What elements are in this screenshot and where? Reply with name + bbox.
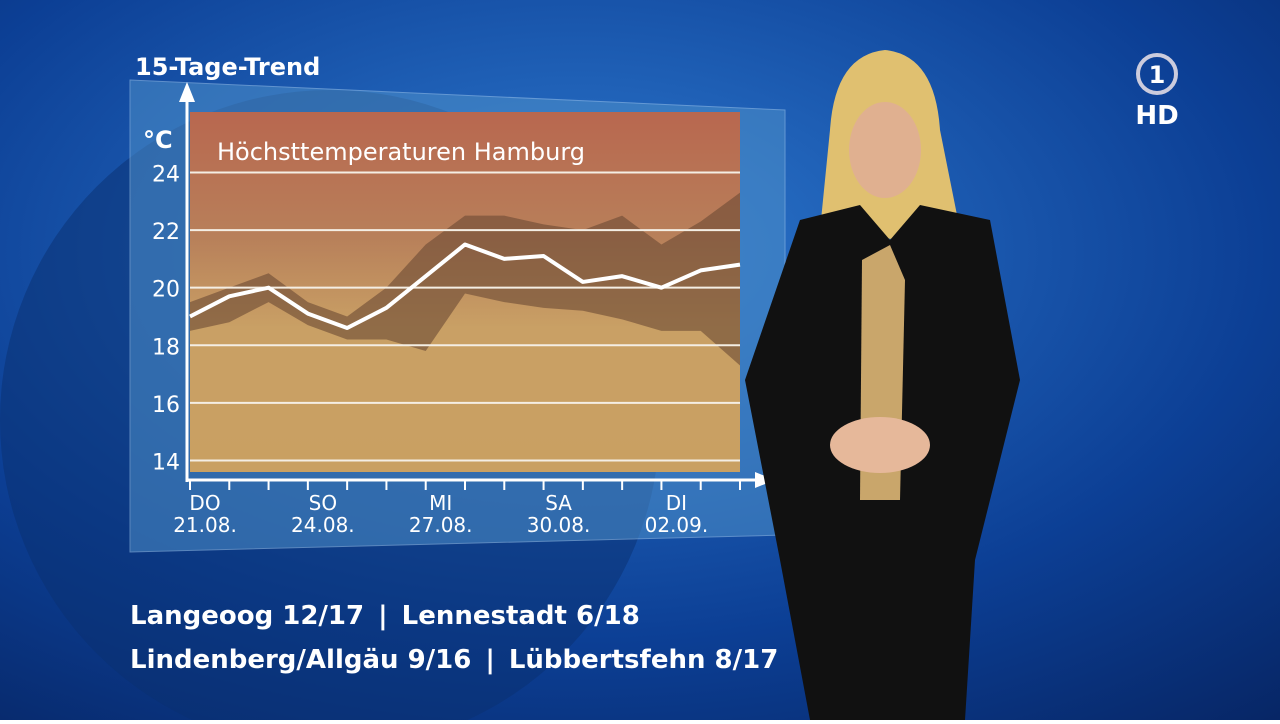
y-tick-label: 18: [152, 335, 180, 360]
logo-text: HD: [1135, 101, 1178, 131]
ticker-line: Langeoog 12/17 | Lennestadt 6/18: [130, 601, 640, 631]
y-tick-label: 20: [152, 278, 180, 303]
x-tick-label: DO: [189, 491, 220, 515]
y-tick-label: 14: [152, 450, 180, 475]
x-tick-label: SA: [545, 491, 572, 515]
x-tick-label: MI: [429, 491, 452, 515]
x-tick-date: 24.08.: [291, 513, 355, 537]
ticker-entry: Lindenberg/Allgäu 9/16: [130, 645, 471, 675]
y-unit: °C: [143, 126, 173, 154]
ticker: Langeoog 12/17 | Lennestadt 6/18 Lindenberg…: [130, 601, 778, 675]
x-tick-date: 30.08.: [527, 513, 591, 537]
presenter: [745, 50, 1020, 720]
ticker-entry: Langeoog 12/17: [130, 601, 364, 631]
chart-title: Höchsttemperaturen Hamburg: [217, 138, 585, 166]
hands: [830, 417, 930, 473]
ticker-entry: Lennestadt 6/18: [402, 601, 640, 631]
temperature-line: [189, 242, 741, 330]
ticker-separator: |: [485, 645, 495, 675]
y-tick-label: 22: [152, 220, 180, 245]
logo-ring: [1136, 53, 1178, 95]
x-tick-date: 27.08.: [409, 513, 473, 537]
y-tick-label: 16: [152, 393, 180, 418]
ticker-line: Lindenberg/Allgäu 9/16 | Lübbertsfehn 8/17: [130, 645, 778, 675]
x-tick-date: 02.09.: [645, 513, 709, 537]
ticker-entry: Lübbertsfehn 8/17: [509, 645, 778, 675]
x-tick-date: 21.08.: [173, 513, 237, 537]
logo: 1 HD: [1135, 53, 1179, 131]
y-arrow: [179, 82, 195, 102]
y-tick-label: 24: [152, 162, 180, 187]
chart-header: 15-Tage-Trend: [135, 53, 320, 81]
x-tick-label: DI: [666, 491, 687, 515]
x-tick-label: SO: [309, 491, 337, 515]
logo-number: 1: [1149, 61, 1166, 89]
ticker-separator: |: [378, 601, 388, 631]
face: [849, 102, 921, 198]
